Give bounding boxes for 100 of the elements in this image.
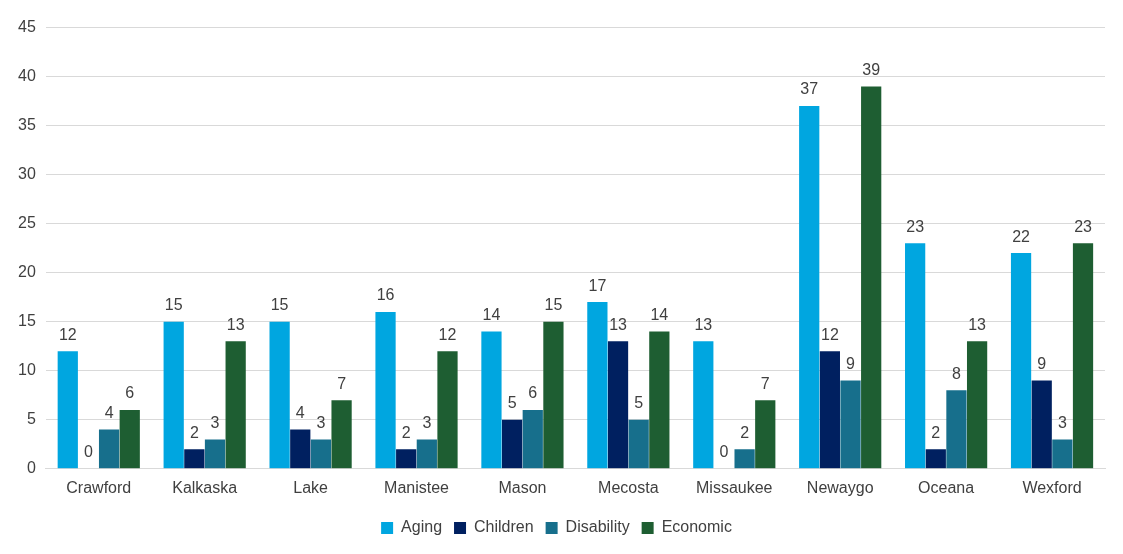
y-tick-label: 30 (18, 165, 36, 183)
data-label: 13 (968, 315, 987, 333)
bar (98, 429, 120, 469)
data-label: 7 (337, 374, 347, 392)
data-label: 12 (820, 325, 839, 343)
data-label: 5 (507, 394, 517, 412)
y-tick-label: 25 (18, 214, 36, 232)
data-label: 2 (401, 423, 411, 441)
bar (799, 106, 820, 469)
bar (628, 419, 649, 469)
data-label: 22 (1012, 227, 1031, 245)
bar (819, 351, 840, 469)
x-tick-label: Mecosta (598, 478, 659, 496)
data-label: 17 (588, 276, 607, 294)
bar (375, 311, 396, 469)
bar (501, 419, 523, 469)
legend-label: Aging (401, 518, 443, 536)
data-label: 6 (528, 384, 538, 402)
data-label: 15 (164, 296, 183, 314)
bar (290, 429, 311, 469)
bar (966, 341, 988, 469)
bar (946, 390, 967, 469)
data-label: 3 (210, 413, 220, 431)
x-tick-label: Kalkaska (172, 478, 238, 496)
bar (481, 331, 502, 469)
bar (204, 439, 226, 469)
bar (437, 351, 458, 469)
data-label: 23 (906, 217, 925, 235)
bar (1052, 439, 1073, 469)
bar (416, 439, 437, 469)
x-tick-label: Oceana (918, 478, 975, 496)
bar (396, 449, 417, 469)
bar (861, 86, 882, 469)
data-label: 12 (58, 325, 77, 343)
x-tick-label: Manistee (384, 478, 450, 496)
y-tick-label: 5 (26, 410, 36, 428)
data-label: 9 (846, 354, 856, 372)
data-label: 8 (951, 364, 961, 382)
data-label: 23 (1074, 217, 1093, 235)
y-tick-label: 40 (18, 67, 36, 85)
legend-label: Children (474, 518, 534, 536)
data-label: 14 (482, 305, 501, 323)
data-label: 9 (1037, 354, 1047, 372)
bar (310, 439, 332, 469)
data-label: 13 (694, 315, 713, 333)
data-label: 16 (376, 286, 395, 304)
y-tick-label: 10 (18, 361, 36, 379)
bar (119, 409, 140, 469)
y-tick-label: 45 (18, 18, 36, 36)
bar (57, 351, 78, 469)
bar (587, 302, 608, 469)
data-label: 4 (295, 403, 305, 421)
data-label: 5 (634, 394, 644, 412)
bar (905, 243, 926, 469)
bar (1072, 243, 1094, 469)
y-tick-label: 35 (18, 116, 36, 134)
data-label: 37 (800, 80, 819, 98)
data-label: 2 (189, 423, 199, 441)
bar (840, 380, 861, 469)
data-label: 13 (226, 315, 245, 333)
data-label: 39 (862, 60, 881, 78)
legend-label: Disability (565, 518, 630, 536)
data-label: 13 (609, 315, 628, 333)
bar (755, 400, 776, 469)
data-label: 7 (760, 374, 770, 392)
data-label: 4 (104, 403, 114, 421)
y-tick-label: 0 (26, 459, 36, 477)
x-tick-label: Missaukee (696, 478, 773, 496)
legend-label: Economic (661, 518, 732, 536)
bar (269, 321, 290, 469)
bar (331, 400, 352, 469)
data-label: 15 (270, 296, 289, 314)
data-label: 2 (931, 423, 941, 441)
data-label: 14 (650, 305, 669, 323)
bar (1031, 380, 1052, 469)
data-label: 2 (740, 423, 750, 441)
bar (543, 321, 564, 469)
x-tick-label: Mason (498, 478, 547, 496)
x-tick-label: Lake (293, 478, 329, 496)
data-label: 3 (422, 413, 432, 431)
bar (607, 341, 629, 469)
bar (184, 449, 205, 469)
bar (649, 331, 670, 469)
bar (734, 449, 755, 469)
data-label: 15 (544, 296, 563, 314)
x-tick-label: Crawford (66, 478, 132, 496)
data-label: 3 (1057, 413, 1067, 431)
y-tick-label: 15 (18, 312, 36, 330)
y-tick-label: 20 (18, 263, 36, 281)
bar (693, 341, 714, 469)
bar (925, 449, 946, 469)
bar (1010, 253, 1032, 469)
data-label: 3 (316, 413, 326, 431)
data-label: 6 (125, 384, 135, 402)
data-label: 0 (719, 443, 729, 461)
bar (225, 341, 246, 469)
data-label: 0 (83, 443, 93, 461)
x-tick-label: Wexford (1022, 478, 1082, 496)
x-tick-label: Newaygo (806, 478, 874, 496)
bar (522, 409, 543, 469)
